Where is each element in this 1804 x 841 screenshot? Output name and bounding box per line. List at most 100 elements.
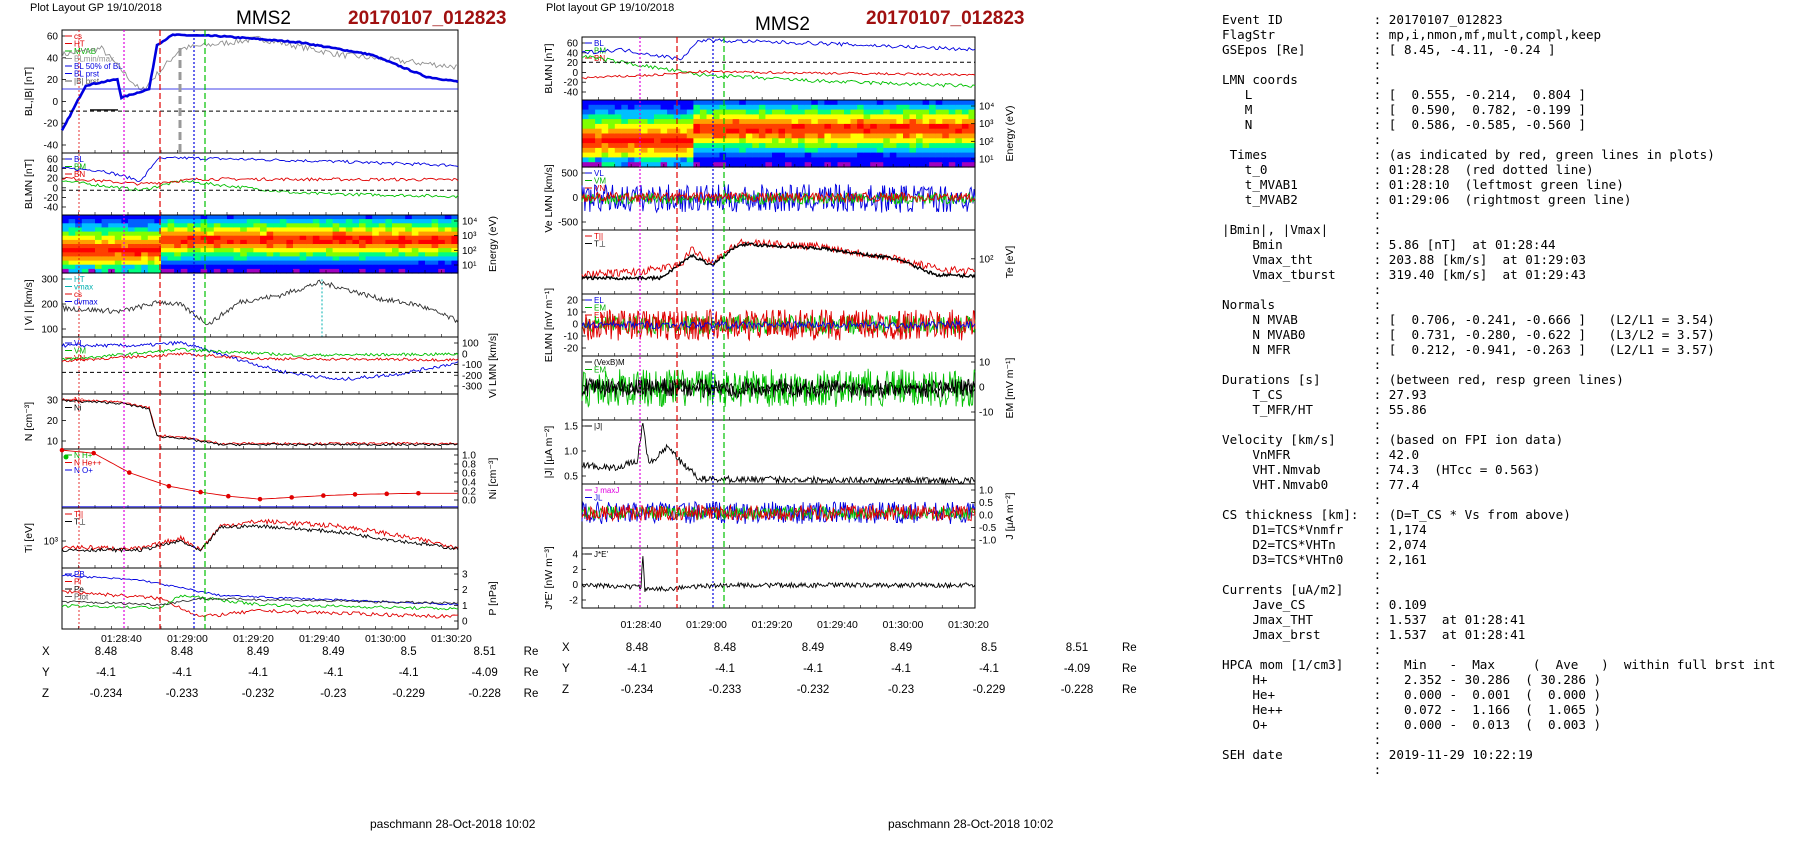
- middle-event-title: 20170107_012823: [866, 8, 1025, 29]
- spectrogram-cell: [81, 215, 89, 220]
- spectrogram-cell: [582, 109, 590, 115]
- spectrogram-cell: [627, 152, 635, 158]
- spectrogram-cell: [293, 264, 301, 270]
- spectrogram-cell: [253, 219, 261, 224]
- spectrogram-cell: [95, 235, 103, 241]
- spectrogram-cell: [844, 162, 852, 168]
- spectrogram-cell: [791, 138, 799, 144]
- spectrogram-cell: [752, 147, 760, 154]
- spectrogram-cell: [929, 133, 937, 139]
- spectrogram-cell: [857, 104, 865, 111]
- spectrogram-cell: [876, 128, 884, 135]
- spectrogram-cell: [844, 157, 852, 163]
- spectrogram-cell: [279, 223, 287, 228]
- spectrogram-cell: [791, 104, 799, 111]
- spectrogram-cell: [213, 260, 221, 266]
- legend-entry: BL: [594, 39, 604, 48]
- spectrogram-cell: [134, 227, 142, 233]
- spectrogram-cell: [161, 260, 169, 266]
- spectrogram-cell: [876, 162, 884, 168]
- spectrogram-cell: [857, 123, 865, 130]
- spectrogram-cell: [425, 219, 433, 224]
- left-plot-header: Plot Layout GP 19/10/2018: [30, 2, 162, 14]
- spectrogram-cell: [200, 219, 208, 224]
- spectrogram-cell: [608, 109, 616, 115]
- spectrogram-cell: [719, 162, 727, 168]
- spectrogram-cell: [680, 157, 688, 163]
- spectrogram-cell: [595, 147, 603, 154]
- spectrogram-cell: [601, 157, 609, 163]
- spectrogram-cell: [830, 138, 838, 144]
- data-series: [581, 183, 976, 214]
- spectrogram-cell: [870, 123, 878, 130]
- spectrogram-cell: [425, 239, 433, 245]
- y-tick-label: 20: [567, 58, 579, 69]
- spectrogram-cell: [332, 223, 340, 228]
- y-tick-label: 100: [41, 325, 58, 336]
- spectrogram-cell: [293, 256, 301, 262]
- spectrogram-cell: [62, 227, 70, 233]
- time-tick-label: 01:29:00: [167, 633, 208, 645]
- data-series: [581, 556, 976, 593]
- spectrogram-cell: [955, 123, 963, 130]
- spectrogram-cell: [266, 248, 274, 253]
- spectrogram-cell: [392, 219, 400, 224]
- spectrogram-cell: [101, 239, 109, 245]
- spectrogram-cell: [167, 231, 175, 237]
- y-axis-label: N [cm⁻³]: [23, 402, 35, 441]
- spectrogram-cell: [627, 104, 635, 111]
- spectrogram-cell: [870, 104, 878, 111]
- y-tick-label: -20: [564, 78, 579, 89]
- spectrogram-cell: [253, 239, 261, 245]
- spectrogram-cell: [719, 119, 727, 125]
- spectrogram-cell: [372, 268, 380, 274]
- spectrogram-cell: [608, 123, 616, 130]
- spectrogram-cell: [312, 248, 320, 253]
- spectrogram-cell: [88, 244, 96, 249]
- spectrogram-cell: [896, 123, 904, 130]
- y-tick-label: 0: [979, 383, 985, 394]
- time-tick-label: 01:29:40: [299, 633, 340, 645]
- spectrogram-cell: [332, 260, 340, 266]
- spectrogram-cell: [739, 109, 747, 115]
- y-tick-label: 10⁴: [462, 217, 477, 228]
- spectrogram-cell: [286, 227, 294, 233]
- spectrogram-cell: [870, 157, 878, 163]
- coord-value: -4.1: [979, 662, 999, 675]
- y-tick-label: 10³: [979, 119, 994, 130]
- data-series: [61, 352, 459, 363]
- spectrogram-cell: [306, 239, 314, 245]
- spectrogram-cell: [752, 114, 760, 120]
- spectrogram-cell: [141, 219, 149, 224]
- spectrogram-cell: [312, 268, 320, 274]
- spectrogram-cell: [451, 268, 459, 274]
- spectrogram-cell: [180, 235, 188, 241]
- coord-value: -0.229: [392, 687, 425, 700]
- spectrogram-cell: [883, 109, 891, 115]
- spectrogram-cell: [595, 119, 603, 125]
- spectrogram-cell: [660, 119, 668, 125]
- spectrogram-cell: [909, 119, 917, 125]
- spectrogram-cell: [240, 239, 248, 245]
- spectrogram-cell: [824, 100, 832, 106]
- spectrogram-cell: [68, 235, 76, 241]
- spectrogram-cell: [339, 223, 347, 228]
- spectrogram-cell: [141, 256, 149, 262]
- legend-entry: EL: [594, 296, 604, 305]
- spectrogram-cell: [425, 256, 433, 262]
- spectrogram-cell: [903, 119, 911, 125]
- spectrogram-cell: [431, 252, 439, 257]
- spectrogram-cell: [253, 264, 261, 270]
- spectrogram-cell: [438, 252, 446, 257]
- spectrogram-cell: [319, 248, 327, 253]
- spectrogram-cell: [279, 264, 287, 270]
- spectrogram-cell: [147, 244, 155, 249]
- legend-entry: |B| brst: [74, 77, 100, 86]
- spectrogram-cell: [772, 162, 780, 168]
- spectrogram-cell: [647, 109, 655, 115]
- spectrogram-cell: [641, 100, 649, 106]
- spectrogram-cell: [378, 268, 386, 274]
- spectrogram-cell: [233, 248, 241, 253]
- spectrogram-cell: [438, 260, 446, 266]
